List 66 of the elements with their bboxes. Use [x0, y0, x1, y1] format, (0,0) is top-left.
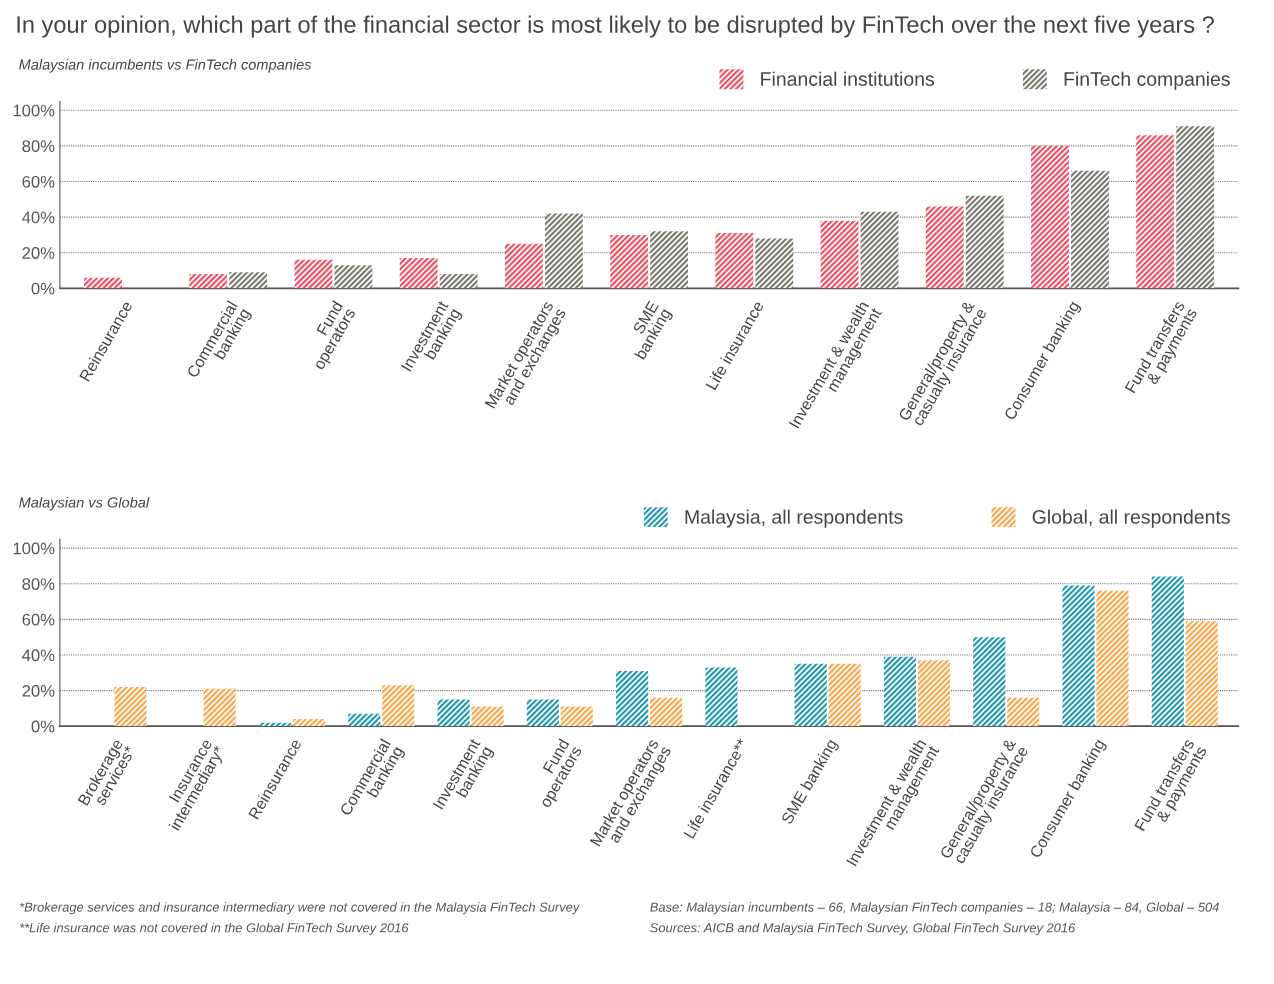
y-tick-label: 60% [22, 175, 55, 188]
bar [294, 259, 333, 289]
bar [114, 687, 147, 727]
source-note: Sources: AICB and Malaysia FinTech Survey, Global FinTech Survey 2016 [650, 922, 1076, 935]
bar [560, 706, 593, 727]
text: Base: Malaysian incumbents – 66, Malaysian FinTech companies – 18; Malaysia – 84, Global – 504 [650, 902, 1219, 915]
bar [439, 274, 478, 289]
y-tick-label: 20% [22, 684, 55, 697]
bar [382, 685, 415, 727]
bar [917, 660, 950, 727]
bar [973, 637, 1006, 727]
chart-subtitle: Malaysian vs Global [19, 496, 150, 511]
bar [1007, 697, 1040, 727]
chart-title: In your opinion, which part of the financial sector is most likely to be disrupted by FinTech over the next five years ? [17, 15, 1214, 38]
y-tick-label: 100% [13, 104, 55, 117]
bar [1151, 576, 1184, 727]
bar [650, 231, 689, 289]
bar [334, 265, 373, 289]
bar [1136, 135, 1175, 289]
bar [715, 233, 754, 289]
bar [348, 713, 381, 727]
bar [1185, 621, 1218, 727]
bar [1031, 145, 1069, 289]
bar [1176, 126, 1215, 289]
bar [860, 211, 899, 289]
bar [203, 688, 236, 727]
bar [504, 243, 543, 289]
bar [84, 277, 122, 289]
bar [965, 195, 1004, 289]
y-tick-label: 20% [22, 247, 55, 259]
y-tick-label: 80% [22, 578, 55, 590]
legend-label: Global, all respondents [1032, 509, 1230, 528]
bar [794, 663, 827, 727]
legend-label: FinTech companies [1064, 71, 1230, 90]
bar [229, 272, 268, 289]
text: *Brokerage services and insurance intermediary were not covered in the Malaysia FinTech Survey [19, 902, 580, 915]
bar [471, 706, 504, 727]
bar [610, 234, 649, 289]
y-tick-label: 80% [22, 140, 55, 153]
bar [705, 667, 738, 727]
bar [820, 220, 859, 289]
bar [399, 258, 438, 289]
bar [650, 697, 683, 727]
text: **Life insurance was not covered in the Global FinTech Survey 2016 [19, 922, 409, 935]
y-tick-label: 40% [22, 211, 55, 224]
y-tick-label: 0% [31, 720, 55, 733]
bar [925, 206, 964, 289]
bar [1096, 590, 1129, 727]
legend-label: Financial institutions [761, 71, 935, 86]
bar [755, 238, 794, 289]
bar [526, 699, 559, 727]
bar [828, 663, 861, 727]
bar [616, 670, 649, 727]
bar [1062, 585, 1095, 727]
y-tick-label: 0% [31, 282, 55, 295]
bar [437, 699, 470, 727]
chart-subtitle: Malaysian incumbents vs FinTech companies [19, 59, 312, 73]
bar [292, 719, 326, 727]
y-tick-label: 100% [13, 542, 55, 555]
y-tick-label: 40% [22, 649, 55, 662]
bar [189, 274, 228, 289]
bar [1071, 170, 1109, 289]
y-tick-label: 60% [22, 613, 55, 626]
bar [883, 656, 917, 727]
legend-label: Malaysia, all respondents [685, 509, 903, 528]
bar [544, 213, 583, 289]
